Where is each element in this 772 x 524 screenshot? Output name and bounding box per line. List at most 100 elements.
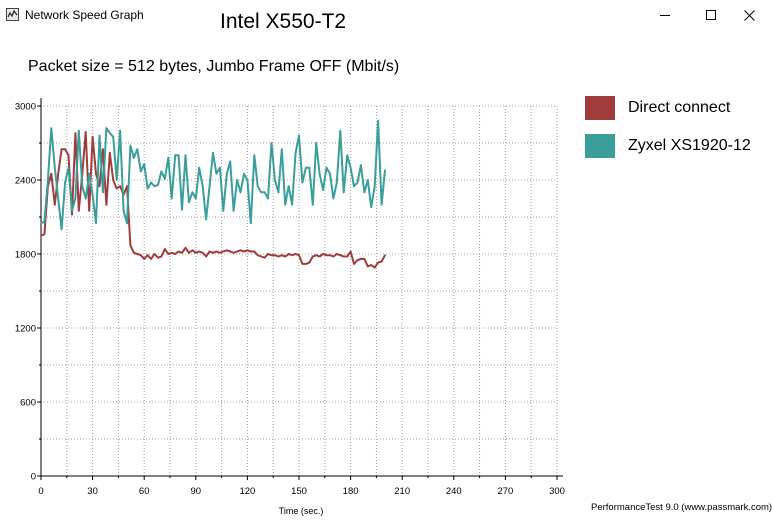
data-point-zyxel: [153, 185, 156, 188]
data-point-zyxel: [40, 222, 42, 225]
data-point-zyxel: [157, 184, 159, 186]
data-point-direct-connect: [153, 253, 156, 255]
y-tick-label: 2400: [15, 176, 36, 187]
x-tick-label: 0: [38, 486, 43, 497]
data-point-zyxel: [239, 191, 242, 194]
x-tick-label: 300: [549, 486, 565, 497]
data-point-zyxel: [184, 154, 187, 157]
data-point-direct-connect: [129, 244, 132, 247]
data-point-zyxel: [191, 191, 194, 194]
data-point-zyxel: [46, 179, 49, 181]
data-point-direct-connect: [126, 185, 128, 188]
data-point-zyxel: [71, 209, 73, 212]
data-point-zyxel: [280, 148, 283, 151]
data-point-direct-connect: [40, 234, 42, 237]
data-point-direct-connect: [67, 154, 70, 157]
data-point-direct-connect: [198, 250, 201, 253]
data-point-zyxel: [304, 166, 307, 169]
data-point-direct-connect: [218, 251, 221, 254]
data-point-direct-connect: [243, 250, 245, 253]
data-point-direct-connect: [318, 255, 321, 258]
y-tick-label: 1800: [15, 250, 36, 261]
data-point-direct-connect: [205, 255, 208, 258]
data-point-direct-connect: [284, 255, 287, 258]
legend-swatch-zyxel: [585, 134, 615, 158]
data-point-zyxel: [115, 179, 118, 181]
x-tick-label: 270: [497, 486, 513, 497]
x-tick-label: 120: [239, 486, 255, 497]
data-point-zyxel: [160, 170, 163, 173]
data-point-direct-connect: [270, 254, 273, 257]
data-point-zyxel: [174, 154, 177, 157]
data-point-direct-connect: [60, 148, 63, 151]
close-icon: [743, 9, 755, 21]
data-point-direct-connect: [177, 250, 180, 253]
legend-item-zyxel: Zyxel XS1920-12: [585, 134, 751, 158]
chart-title: Intel X550-T2: [220, 10, 347, 33]
data-point-zyxel: [267, 197, 269, 200]
data-point-zyxel: [325, 166, 328, 169]
legend-label-zyxel: Zyxel XS1920-12: [628, 137, 751, 154]
data-point-direct-connect: [229, 250, 232, 253]
data-point-zyxel: [263, 191, 266, 194]
maximize-button[interactable]: [688, 0, 734, 30]
data-point-direct-connect: [253, 250, 256, 253]
data-point-zyxel: [212, 151, 214, 154]
data-point-zyxel: [225, 172, 228, 175]
data-point-direct-connect: [167, 253, 170, 255]
data-point-zyxel: [284, 203, 287, 206]
data-point-zyxel: [163, 177, 166, 180]
data-point-direct-connect: [301, 262, 304, 265]
data-point-direct-connect: [157, 256, 159, 259]
data-point-zyxel: [150, 181, 152, 184]
data-point-zyxel: [81, 185, 84, 188]
data-point-direct-connect: [232, 251, 235, 254]
data-point-direct-connect: [342, 255, 345, 258]
minimize-button[interactable]: [642, 0, 688, 30]
data-point-direct-connect: [380, 260, 383, 263]
data-point-zyxel: [43, 221, 46, 223]
data-point-zyxel: [215, 172, 218, 175]
data-point-direct-connect: [115, 187, 118, 190]
data-point-direct-connect: [335, 253, 338, 255]
data-point-zyxel: [232, 209, 235, 212]
data-point-direct-connect: [263, 256, 266, 259]
data-point-direct-connect: [212, 251, 214, 254]
data-point-direct-connect: [363, 258, 366, 260]
data-point-zyxel: [335, 181, 338, 184]
data-point-zyxel: [143, 163, 146, 165]
data-point-zyxel: [260, 191, 263, 194]
data-point-zyxel: [50, 127, 53, 130]
data-point-zyxel: [74, 197, 77, 200]
data-point-direct-connect: [246, 249, 249, 252]
data-point-direct-connect: [384, 254, 386, 257]
data-point-zyxel: [346, 154, 349, 157]
data-point-zyxel: [84, 197, 87, 200]
data-point-direct-connect: [287, 253, 290, 255]
data-point-direct-connect: [360, 258, 362, 260]
data-point-zyxel: [236, 179, 238, 181]
y-tick-label: 3000: [15, 102, 36, 113]
close-button[interactable]: [726, 0, 772, 30]
data-point-direct-connect: [84, 131, 87, 133]
data-point-direct-connect: [64, 148, 66, 151]
data-point-zyxel: [194, 197, 197, 200]
y-tick-label: 0: [31, 472, 36, 483]
data-point-direct-connect: [322, 253, 324, 255]
data-point-zyxel: [253, 154, 256, 157]
data-point-direct-connect: [136, 253, 139, 255]
footer-credit: PerformanceTest 9.0 (www.passmark.com): [591, 502, 772, 513]
data-point-zyxel: [373, 185, 376, 188]
data-point-direct-connect: [139, 254, 142, 257]
data-point-zyxel: [270, 142, 273, 144]
data-point-zyxel: [208, 185, 211, 188]
data-point-zyxel: [298, 134, 300, 137]
series-points-direct-connect: [40, 131, 386, 269]
data-point-direct-connect: [57, 172, 60, 175]
data-point-direct-connect: [95, 172, 97, 175]
data-point-zyxel: [294, 151, 297, 154]
title-bar: Network Speed Graph: [0, 0, 772, 30]
data-point-zyxel: [366, 179, 369, 181]
data-point-direct-connect: [150, 258, 152, 260]
